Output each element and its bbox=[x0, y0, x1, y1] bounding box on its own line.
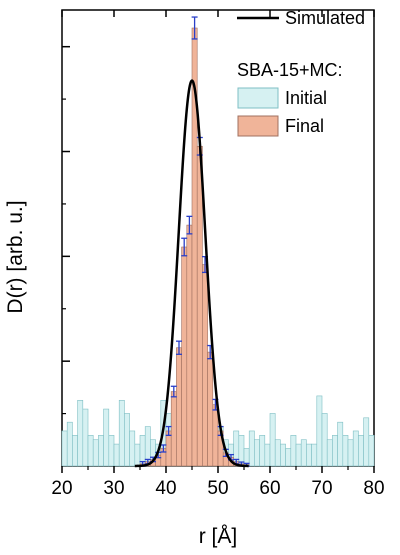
initial-bar bbox=[321, 413, 328, 467]
initial-bar bbox=[254, 439, 260, 467]
final-bar bbox=[170, 391, 177, 467]
legend-group-title: SBA-15+MC: bbox=[237, 60, 343, 80]
legend-final-label: Final bbox=[285, 116, 324, 136]
initial-bar bbox=[103, 408, 110, 467]
initial-bar bbox=[66, 421, 73, 467]
x-axis-title: r [Å] bbox=[199, 525, 238, 548]
initial-bar bbox=[337, 421, 344, 467]
x-tick-label: 60 bbox=[259, 478, 280, 499]
final-bar bbox=[207, 351, 214, 467]
final-bar bbox=[202, 264, 208, 467]
initial-bar bbox=[108, 435, 115, 467]
initial-bar bbox=[82, 408, 89, 467]
final-bar bbox=[186, 224, 193, 467]
initial-bar bbox=[352, 430, 359, 467]
legend-initial-label: Initial bbox=[285, 88, 327, 108]
initial-bar bbox=[238, 435, 245, 467]
initial-bar bbox=[295, 443, 302, 467]
initial-bar bbox=[368, 435, 375, 467]
initial-bar bbox=[347, 439, 354, 467]
initial-bar bbox=[342, 435, 349, 467]
initial-bar bbox=[316, 395, 323, 467]
initial-bar bbox=[290, 435, 297, 467]
initial-bar bbox=[118, 399, 125, 467]
y-axis-title: D(r) [arb. u.] bbox=[4, 200, 27, 313]
initial-bar bbox=[269, 413, 276, 467]
initial-bar bbox=[92, 439, 99, 467]
legend-initial-swatch bbox=[237, 87, 279, 109]
initial-bar bbox=[274, 439, 281, 467]
initial-bar bbox=[332, 435, 338, 467]
initial-bar bbox=[113, 443, 120, 467]
final-bar bbox=[176, 347, 182, 467]
x-tick-label: 20 bbox=[51, 478, 72, 499]
x-tick-label: 30 bbox=[103, 478, 124, 499]
initial-bar bbox=[87, 435, 94, 467]
initial-bar bbox=[280, 443, 286, 467]
initial-bar bbox=[326, 439, 333, 467]
x-tick-label: 70 bbox=[311, 478, 332, 499]
initial-bar bbox=[306, 443, 312, 467]
initial-bar bbox=[134, 443, 141, 467]
initial-bar bbox=[358, 435, 364, 467]
initial-bar bbox=[285, 448, 292, 467]
final-bar bbox=[165, 430, 172, 467]
initial-bar bbox=[61, 430, 68, 467]
initial-bar bbox=[77, 399, 84, 467]
initial-bar bbox=[72, 435, 78, 467]
legend-simulated-label: Simulated bbox=[285, 8, 365, 28]
initial-bar bbox=[300, 439, 307, 467]
initial-bar bbox=[248, 430, 255, 467]
initial-bar bbox=[311, 443, 318, 467]
final-bar bbox=[212, 404, 219, 467]
x-tick-label: 40 bbox=[155, 478, 176, 499]
initial-bar bbox=[98, 435, 104, 467]
final-bar bbox=[196, 145, 203, 467]
legend: Simulated SBA-15+MC: Initial Final bbox=[237, 8, 365, 137]
x-tick-label: 80 bbox=[363, 478, 384, 499]
final-bar bbox=[181, 246, 188, 467]
initial-bar bbox=[363, 417, 370, 467]
x-tick-label: 50 bbox=[207, 478, 228, 499]
initial-bar bbox=[264, 443, 271, 467]
initial-bar bbox=[124, 413, 130, 467]
initial-bar bbox=[259, 435, 266, 467]
axes: 20 30 40 50 60 70 80 bbox=[51, 10, 385, 499]
legend-final-swatch bbox=[237, 115, 279, 137]
simulated-curve bbox=[134, 79, 249, 468]
initial-bar bbox=[129, 430, 136, 467]
